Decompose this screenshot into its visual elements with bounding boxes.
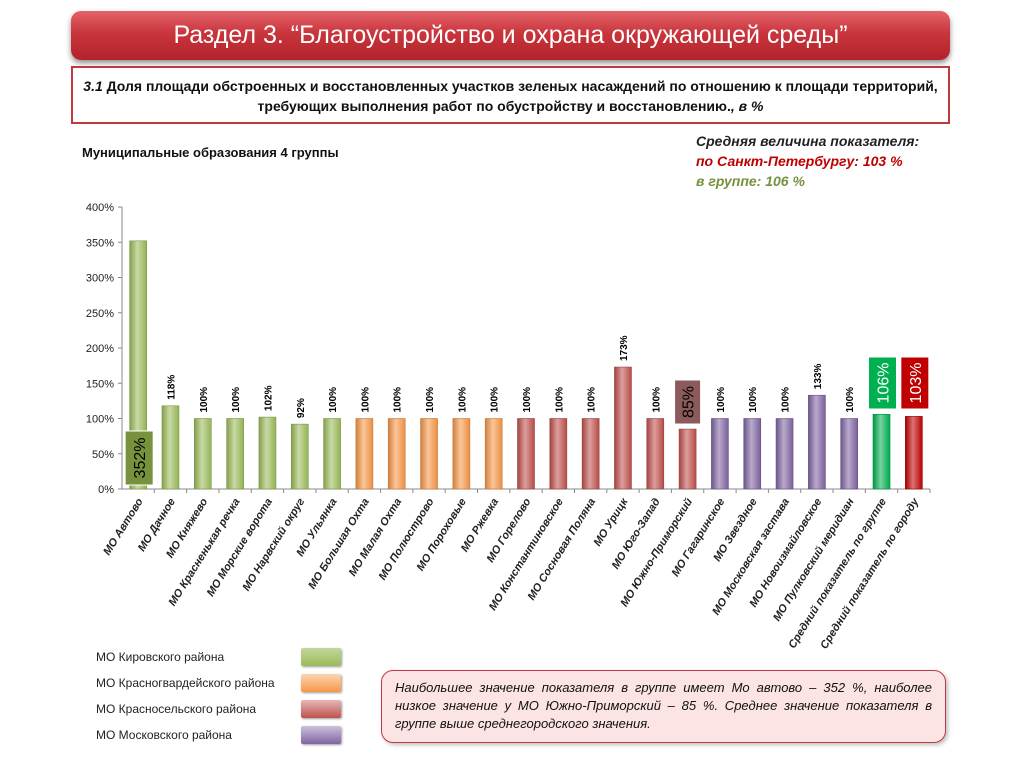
bar (161, 405, 180, 490)
data-label: 100% (651, 387, 662, 413)
group-label: Муниципальные образования 4 группы (82, 145, 339, 160)
bar (646, 418, 665, 490)
averages-title: Средняя величина показателя: (696, 133, 920, 149)
chart-legend: МО Кировского района МО Красногвардейско… (96, 647, 356, 751)
legend-item: МО Кировского района (96, 647, 356, 673)
data-label: 100% (490, 387, 501, 413)
legend-item: МО Красносельского района (96, 699, 356, 725)
bar (387, 418, 406, 490)
bar (129, 240, 147, 490)
bar (711, 418, 729, 490)
averages-box: Средняя величина показателя: по Санкт-Пе… (696, 131, 919, 191)
bar (678, 428, 697, 490)
data-label: 100% (781, 387, 792, 413)
data-label: 100% (457, 387, 468, 413)
y-tick-label: 200% (86, 343, 114, 355)
indicator-heading: 3.1 Доля площади обстроенных и восстанов… (71, 66, 950, 124)
data-label: 100% (554, 387, 565, 413)
data-label: 100% (328, 387, 339, 413)
bar (872, 413, 891, 490)
bar (581, 418, 600, 490)
y-tick-label: 350% (86, 237, 114, 249)
bar (290, 423, 309, 490)
bar (226, 418, 244, 490)
bar (323, 418, 341, 490)
x-tick-label: МО Большая Охта (306, 496, 372, 591)
legend-swatch (301, 700, 341, 718)
highlight-label-box (900, 356, 930, 410)
highlight-label-box (868, 356, 898, 410)
data-label: 100% (199, 387, 210, 413)
y-tick-label: 150% (86, 378, 114, 390)
bar (905, 416, 923, 490)
average-spb: по Санкт-Петербургу: 103 % (696, 153, 903, 169)
bar (484, 418, 503, 490)
data-label: 102% (263, 385, 274, 411)
highlight-label-box (674, 379, 702, 425)
data-label: 100% (748, 387, 759, 413)
bar (549, 418, 568, 490)
data-label: 103% (908, 363, 925, 404)
legend-label: МО Кировского района (96, 650, 225, 664)
bar (840, 418, 859, 490)
x-tick-label: МО Нарвский округ (241, 496, 308, 593)
data-label: 100% (716, 387, 727, 413)
bar (517, 418, 535, 490)
bar (258, 416, 277, 490)
data-label: 352% (132, 438, 149, 479)
data-label: 100% (425, 387, 436, 413)
bar (420, 418, 438, 490)
legend-label: МО Красносельского района (96, 702, 257, 716)
y-tick-label: 50% (92, 449, 114, 461)
legend-label: МО Московского района (96, 728, 232, 742)
page-title: Раздел 3. “Благоустройство и охрана окру… (173, 21, 848, 49)
y-tick-label: 100% (86, 414, 114, 426)
indicator-text: Доля площади обстроенных и восстановленн… (102, 78, 938, 114)
legend-item: МО Московского района (96, 725, 356, 751)
legend-swatch (301, 726, 341, 744)
bar (452, 418, 471, 490)
data-label: 100% (360, 387, 371, 413)
y-tick-label: 250% (86, 308, 114, 320)
bar (355, 418, 374, 490)
indicator-number: 3.1 (83, 78, 103, 94)
y-tick-label: 300% (86, 273, 114, 285)
legend-swatch (301, 648, 341, 666)
bar (775, 418, 794, 490)
bar (743, 418, 762, 490)
data-label: 100% (587, 387, 598, 413)
data-label: 100% (845, 387, 856, 413)
y-tick-label: 0% (98, 484, 114, 496)
data-label: 133% (813, 364, 824, 390)
legend-item: МО Красногвардейского района (96, 673, 356, 699)
data-label: 100% (231, 387, 242, 413)
data-label: 92% (296, 398, 307, 418)
bar (194, 418, 212, 490)
data-label: 100% (393, 387, 404, 413)
highlight-label-box (124, 430, 154, 486)
data-label: 118% (166, 375, 177, 400)
data-label: 173% (619, 335, 630, 361)
data-label: 85% (681, 386, 698, 418)
bar (808, 394, 826, 490)
data-label: 106% (876, 363, 893, 404)
page-banner: Раздел 3. “Благоустройство и охрана окру… (71, 11, 950, 60)
legend-label: МО Красногвардейского района (96, 676, 275, 690)
average-group: в группе: 106 % (696, 173, 805, 189)
indicator-unit: , в % (730, 98, 764, 114)
legend-swatch (301, 674, 341, 692)
summary-note: Наибольшее значение показателя в группе … (381, 670, 946, 743)
bar (614, 366, 632, 490)
data-label: 100% (522, 387, 533, 413)
y-tick-label: 400% (86, 202, 114, 214)
